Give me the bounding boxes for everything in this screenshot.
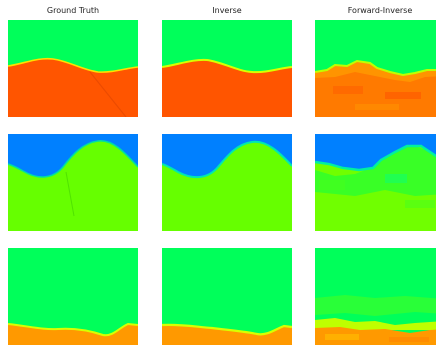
- artifact-block: [405, 200, 435, 208]
- interface-line: [162, 58, 292, 74]
- upper-layer: [8, 134, 138, 177]
- panel-row3-ground-truth: [8, 248, 138, 345]
- lower-layer: [8, 324, 138, 345]
- panel-row1-ground-truth: [8, 20, 138, 117]
- panel-row2-inverse: [162, 134, 292, 231]
- panel-row3-inverse: [162, 248, 292, 345]
- interface-line: [162, 140, 292, 179]
- column-title-inverse: Inverse: [212, 6, 242, 15]
- interface-line: [8, 57, 138, 73]
- artifact-block: [385, 92, 421, 99]
- artifact-block: [325, 334, 359, 340]
- interface-line: [162, 323, 292, 336]
- transition-band: [315, 295, 436, 316]
- column-title-forward-inverse: Forward-Inverse: [347, 6, 413, 15]
- column-title-ground-truth: Ground Truth: [46, 6, 100, 15]
- lower-layer: [8, 58, 138, 117]
- interface-line: [315, 59, 436, 77]
- fault-line: [89, 71, 127, 117]
- artifact-block: [333, 86, 363, 94]
- fault-line: [65, 171, 75, 217]
- panel-row1-forward-inverse: [315, 20, 436, 117]
- interface-line: [315, 144, 436, 172]
- yellow-band: [315, 318, 436, 330]
- artifact-block: [389, 337, 429, 342]
- lower-layer: [162, 324, 292, 345]
- lower-layer: [162, 59, 292, 117]
- artifact-block: [385, 174, 407, 183]
- panel-row1-inverse: [162, 20, 292, 117]
- panel-row3-forward-inverse: [315, 248, 436, 345]
- artifact-block: [319, 180, 345, 190]
- panel-row2-ground-truth: [8, 134, 138, 231]
- artifact-block: [355, 104, 399, 110]
- interface-line: [8, 140, 138, 178]
- panel-row2-forward-inverse: [315, 134, 436, 231]
- interface-line: [8, 322, 138, 337]
- upper-layer: [315, 134, 436, 170]
